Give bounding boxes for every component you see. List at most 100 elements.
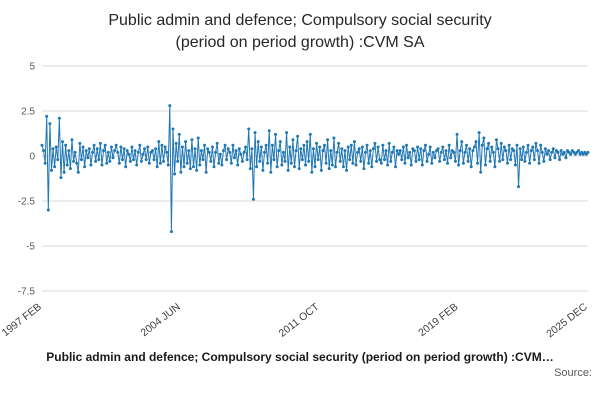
data-point — [114, 143, 118, 147]
data-point — [187, 149, 191, 153]
data-point — [400, 158, 404, 162]
data-point — [269, 170, 273, 174]
data-point — [364, 150, 367, 154]
data-point — [204, 170, 208, 174]
data-point — [210, 145, 214, 149]
data-point — [280, 163, 284, 167]
data-point — [206, 147, 210, 151]
x-axis-tick-label: 2011 OCT — [277, 301, 322, 340]
data-point — [343, 149, 347, 153]
data-point — [322, 143, 326, 147]
data-point — [431, 150, 435, 154]
data-point — [171, 127, 175, 131]
data-point — [438, 159, 442, 163]
data-point — [537, 161, 541, 165]
data-point — [490, 145, 494, 149]
data-point — [315, 141, 319, 145]
data-point — [564, 156, 568, 160]
data-point — [53, 165, 57, 169]
data-point — [373, 141, 377, 145]
data-point — [354, 163, 358, 167]
data-point — [97, 158, 101, 162]
data-point — [209, 159, 213, 163]
data-point — [482, 136, 486, 140]
data-point — [57, 116, 61, 120]
data-point — [498, 159, 502, 163]
chart-title: Public admin and defence; Compulsory soc… — [0, 0, 600, 54]
data-point — [177, 132, 181, 136]
data-point — [109, 145, 113, 149]
data-point — [73, 150, 77, 154]
data-point — [203, 143, 207, 147]
data-point — [285, 131, 289, 135]
data-point — [414, 159, 418, 163]
data-point — [528, 161, 532, 165]
data-point — [367, 161, 371, 165]
data-point — [485, 147, 489, 151]
data-point — [191, 165, 195, 169]
data-point — [144, 158, 148, 162]
data-point — [526, 143, 530, 147]
data-point — [412, 149, 416, 153]
data-series-line — [41, 105, 589, 232]
data-point — [477, 131, 481, 135]
data-point — [556, 150, 560, 154]
data-point — [330, 163, 334, 167]
data-point — [349, 143, 353, 147]
data-point — [515, 143, 519, 147]
data-point — [143, 147, 147, 151]
data-point — [231, 143, 235, 147]
chart-title-line-2: (period on period growth) :CVM SA — [175, 34, 425, 51]
data-point — [398, 149, 402, 153]
data-point — [43, 161, 47, 165]
data-point — [379, 161, 383, 165]
data-point — [534, 141, 538, 145]
data-point — [169, 230, 173, 234]
data-point — [281, 150, 285, 154]
data-point — [76, 170, 80, 174]
data-point — [139, 159, 143, 163]
data-point — [111, 156, 115, 160]
data-point — [141, 152, 145, 156]
data-point — [346, 145, 350, 149]
data-point — [378, 158, 382, 162]
data-point — [263, 150, 266, 154]
data-point — [136, 150, 140, 154]
data-point — [223, 143, 227, 147]
y-axis-tick-label: 2.5 — [21, 107, 35, 118]
data-point — [120, 158, 124, 162]
data-point — [506, 161, 510, 165]
data-point — [165, 150, 169, 154]
data-point — [283, 159, 287, 163]
data-point — [393, 165, 397, 169]
data-point — [184, 140, 188, 144]
data-point — [401, 145, 405, 149]
y-axis-tick-label: -5 — [26, 242, 35, 253]
data-point — [138, 143, 142, 147]
data-point — [267, 129, 271, 133]
data-point — [540, 150, 544, 154]
data-point — [155, 165, 159, 169]
data-point — [512, 149, 516, 153]
data-point — [427, 152, 431, 156]
data-point — [553, 156, 557, 160]
data-point — [168, 104, 172, 108]
data-point — [86, 156, 90, 160]
data-point — [180, 145, 184, 149]
data-point — [474, 140, 478, 144]
data-point — [196, 136, 200, 140]
data-point — [226, 147, 230, 151]
data-point — [304, 163, 308, 167]
y-axis-tick-label: -7.5 — [18, 287, 36, 298]
data-point — [559, 149, 563, 153]
data-point — [329, 149, 333, 153]
data-point — [365, 143, 369, 147]
data-point — [389, 159, 393, 163]
data-point — [405, 143, 409, 147]
data-point — [294, 149, 298, 153]
data-point — [75, 161, 79, 165]
data-point — [509, 158, 513, 162]
data-point — [157, 140, 161, 144]
data-point — [441, 145, 445, 149]
series-legend-label: Public admin and defence; Compulsory soc… — [46, 350, 554, 364]
